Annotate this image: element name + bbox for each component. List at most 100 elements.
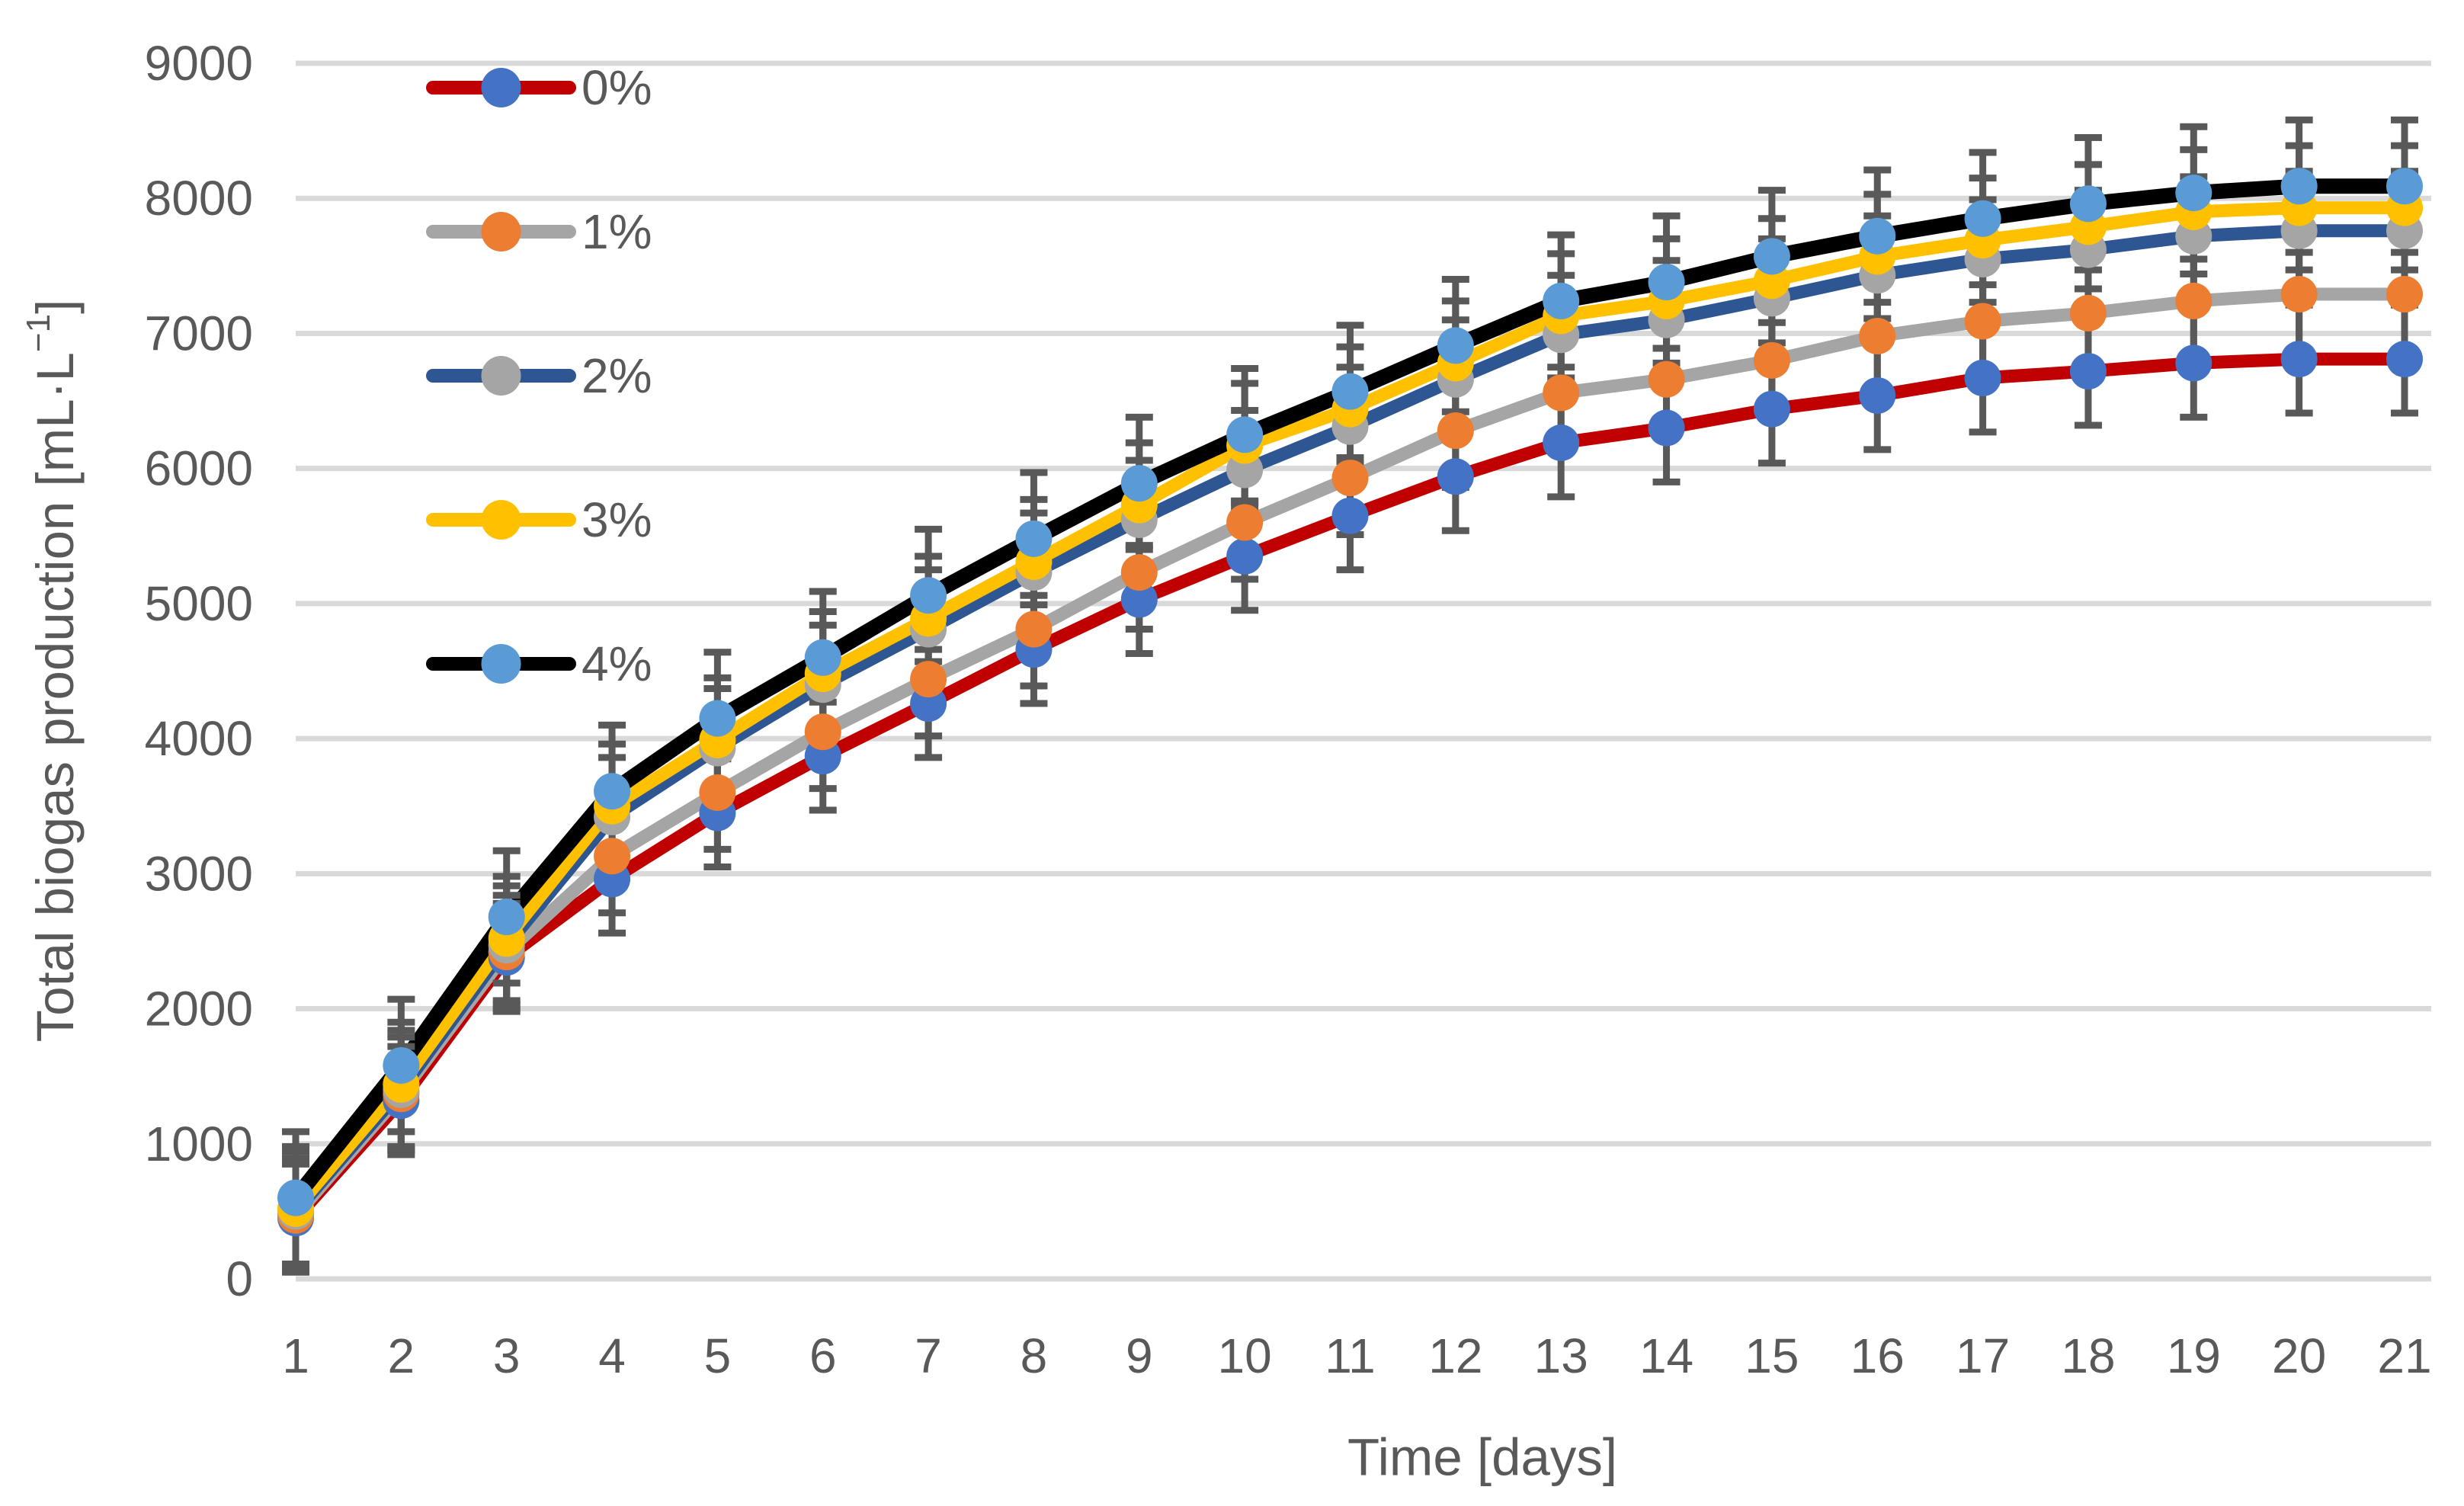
marker-1%-day9 [1120, 554, 1158, 591]
marker-0%-day19 [2175, 344, 2212, 382]
legend-item-3%: 3% [426, 492, 652, 547]
y-tick-label: 0 [226, 1251, 253, 1306]
gridlines [296, 60, 2431, 1282]
legend-label: 2% [582, 348, 652, 403]
marker-4%-day3 [488, 899, 525, 936]
marker-4%-day2 [383, 1046, 420, 1084]
y-tick-label: 3000 [145, 846, 253, 901]
x-tick-label: 5 [704, 1328, 732, 1383]
x-axis-tick-labels: 1 2 3 4 5 6 7 8 9 10 11 12 13 14 15 16 17 18 19 20 21 [282, 1328, 2431, 1383]
marker-4%-day5 [699, 700, 736, 737]
marker-4%-day20 [2280, 168, 2318, 205]
y-tick-label: 1000 [145, 1117, 253, 1171]
legend-marker [481, 500, 521, 540]
legend-label: 1% [582, 204, 652, 259]
y-axis-title-text: Total biogas production [mL·L−1] [20, 300, 85, 1043]
marker-0%-day20 [2280, 341, 2318, 378]
legend-item-1%: 1% [426, 204, 652, 259]
x-tick-label: 10 [1218, 1328, 1272, 1383]
marker-0%-day10 [1226, 537, 1264, 575]
marker-1%-day19 [2175, 282, 2212, 319]
x-tick-label: 7 [915, 1328, 942, 1383]
marker-0%-day12 [1437, 458, 1474, 495]
y-tick-label: 4000 [145, 711, 253, 766]
y-tick-label: 5000 [145, 576, 253, 631]
marker-0%-day13 [1543, 424, 1580, 461]
legend-marker [481, 68, 521, 107]
marker-0%-day9 [1120, 581, 1158, 618]
x-tick-label: 8 [1021, 1328, 1048, 1383]
series-markers [277, 168, 2423, 1237]
y-tick-label: 6000 [145, 441, 253, 496]
marker-1%-day4 [594, 838, 631, 875]
x-tick-label: 16 [1850, 1328, 1905, 1383]
y-tick-label: 7000 [145, 306, 253, 360]
legend-marker [481, 212, 521, 252]
marker-0%-day14 [1648, 409, 1685, 447]
x-tick-label: 21 [2377, 1328, 2431, 1383]
marker-4%-day13 [1543, 282, 1580, 319]
marker-4%-day1 [277, 1179, 314, 1216]
legend-item-0%: 0% [426, 60, 652, 115]
x-tick-label: 6 [809, 1328, 837, 1383]
x-tick-label: 15 [1745, 1328, 1799, 1383]
y-tick-label: 2000 [145, 982, 253, 1037]
marker-4%-day17 [1964, 200, 2001, 237]
marker-4%-day9 [1120, 465, 1158, 502]
y-axis-title: Total biogas production [mL·L−1] [20, 300, 85, 1043]
marker-4%-day16 [1859, 217, 1896, 255]
legend-label: 0% [582, 60, 652, 115]
marker-1%-day16 [1859, 317, 1896, 354]
x-tick-label: 11 [1325, 1328, 1375, 1383]
x-tick-label: 14 [1639, 1328, 1693, 1383]
marker-1%-day17 [1964, 303, 2001, 340]
legend-label: 3% [582, 492, 652, 547]
marker-1%-day12 [1437, 412, 1474, 450]
x-tick-label: 18 [2061, 1328, 2115, 1383]
x-tick-label: 19 [2167, 1328, 2221, 1383]
marker-0%-day11 [1331, 497, 1369, 534]
marker-4%-day6 [804, 639, 841, 676]
marker-1%-day5 [699, 774, 736, 811]
legend-label: 4% [582, 636, 652, 691]
marker-0%-day21 [2386, 341, 2423, 378]
x-tick-label: 13 [1534, 1328, 1588, 1383]
marker-1%-day10 [1226, 504, 1264, 541]
marker-4%-day11 [1331, 373, 1369, 410]
legend-item-2%: 2% [426, 348, 652, 403]
x-tick-label: 12 [1428, 1328, 1482, 1383]
marker-0%-day16 [1859, 376, 1896, 414]
marker-1%-day20 [2280, 276, 2318, 313]
marker-1%-day7 [910, 661, 947, 698]
x-tick-label: 1 [282, 1328, 309, 1383]
x-tick-label: 20 [2272, 1328, 2326, 1383]
x-axis-title: Time [days] [1347, 1428, 1617, 1487]
y-tick-label: 9000 [145, 36, 253, 91]
marker-1%-day6 [804, 713, 841, 751]
legend-marker [481, 644, 521, 684]
marker-4%-day18 [2069, 185, 2107, 223]
marker-4%-day12 [1437, 327, 1474, 364]
marker-0%-day15 [1753, 390, 1790, 428]
marker-1%-day11 [1331, 460, 1369, 497]
marker-0%-day18 [2069, 353, 2107, 390]
x-tick-label: 17 [1956, 1328, 2010, 1383]
marker-4%-day15 [1753, 238, 1790, 275]
legend: 0% 1% 2% 3% 4% [426, 60, 652, 691]
marker-1%-day8 [1015, 610, 1053, 648]
marker-1%-day21 [2386, 276, 2423, 313]
y-tick-label: 8000 [145, 171, 253, 226]
x-tick-label: 2 [388, 1328, 415, 1383]
y-axis-tick-labels: 0 1000 2000 3000 4000 5000 6000 7000 8000 9000 [145, 36, 253, 1306]
marker-4%-day21 [2386, 168, 2423, 205]
legend-item-4%: 4% [426, 636, 652, 691]
marker-0%-day17 [1964, 359, 2001, 396]
marker-1%-day14 [1648, 360, 1685, 398]
marker-4%-day8 [1015, 520, 1053, 557]
marker-1%-day13 [1543, 374, 1580, 412]
marker-4%-day19 [2175, 175, 2212, 212]
marker-1%-day18 [2069, 294, 2107, 332]
marker-1%-day15 [1753, 341, 1790, 379]
